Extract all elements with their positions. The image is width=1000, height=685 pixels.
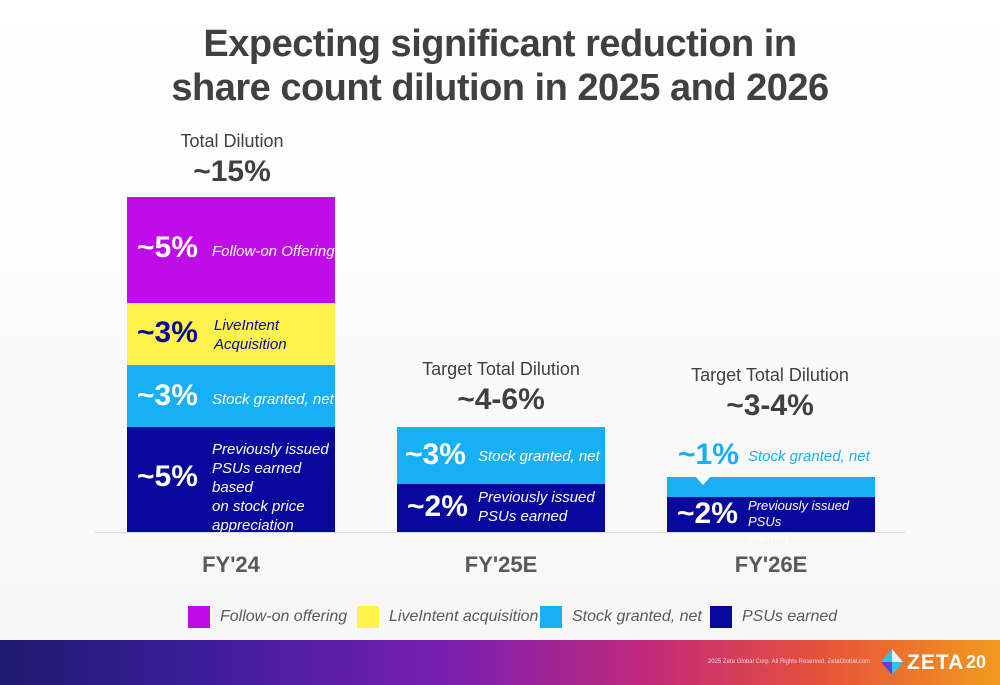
total-value: ~3-4% [726, 389, 814, 422]
total-dilution-fy26: Target Total Dilution ~3-4% [650, 364, 890, 426]
segment-label: LiveIntent Acquisition [214, 316, 287, 354]
category-label-fy24: FY'24 [202, 552, 260, 577]
segment-value: ~5% [137, 460, 198, 493]
copyright-text: 2025 Zeta Global Corp. All Rights Reserv… [707, 659, 870, 665]
segment-value: ~2% [677, 497, 738, 530]
legend-label: LiveIntent acquisition [389, 608, 539, 625]
segment-value: ~3% [137, 379, 198, 412]
segment-label: Follow-on Offering [212, 243, 335, 260]
bar-fy25-psus: ~2% Previously issued PSUs earned [397, 484, 605, 532]
slide-title: Expecting significant reduction in share… [0, 22, 1000, 110]
segment-label-line: earned [748, 530, 789, 545]
bar-fy25-stock-granted: ~3% Stock granted, net [397, 427, 605, 484]
legend-label: PSUs earned [742, 608, 838, 625]
zeta-logo-text: ZETA [907, 651, 965, 674]
bar-fy26-stock-value: ~1% [678, 438, 739, 471]
segment-value: ~3% [137, 316, 198, 349]
legend-swatch [188, 606, 210, 628]
segment-value: ~3% [405, 438, 466, 471]
legend-item-stock-granted: Stock granted, net [540, 603, 702, 631]
legend-label: Follow-on offering [220, 608, 348, 625]
segment-value: ~2% [407, 490, 468, 523]
bar-fy24-psus: ~5% Previously issued PSUs earned based … [127, 427, 335, 535]
category-label-fy26: FY'26E [734, 552, 808, 577]
segment-label-line: Acquisition [214, 336, 287, 353]
bar-fy24-stock-granted: ~3% Stock granted, net [127, 365, 335, 427]
legend-swatch [357, 606, 379, 628]
legend-swatch [540, 606, 562, 628]
segment-label-line: appreciation [212, 517, 294, 534]
legend-item-follow-on: Follow-on offering [188, 603, 347, 631]
segment-label: Stock granted, net [478, 448, 600, 465]
segment-label: Previously issued PSUs earned [478, 488, 595, 526]
segment-value: ~5% [137, 231, 198, 264]
segment-label-line: on stock price [212, 498, 305, 515]
x-axis-line [95, 532, 905, 533]
segment-label-line: Previously issued [478, 489, 595, 506]
callout-pointer [695, 476, 711, 485]
segment-label: Previously issued PSUs earned based on s… [212, 440, 335, 535]
segment-label: Previously issued PSUs earned [748, 498, 875, 546]
title-line-1: Expecting significant reduction in [203, 23, 797, 65]
total-dilution-fy24: Total Dilution ~15% [112, 130, 352, 192]
total-dilution-fy25: Target Total Dilution ~4-6% [381, 358, 621, 420]
footer-gradient-bar: 2025 Zeta Global Corp. All Rights Reserv… [0, 640, 1000, 685]
legend-swatch [710, 606, 732, 628]
title-line-2: share count dilution in 2025 and 2026 [171, 67, 829, 109]
bar-fy24-liveintent: ~3% LiveIntent Acquisition [127, 303, 335, 365]
total-label: Target Total Dilution [691, 365, 849, 385]
chart-legend: Follow-on offering LiveIntent acquisitio… [0, 603, 1000, 633]
bar-fy26-stock-label: Stock granted, net [748, 448, 870, 465]
segment-label: Stock granted, net [212, 391, 334, 408]
segment-label-line: Previously issued PSUs [748, 498, 850, 529]
segment-label-line: PSUs earned based [212, 460, 302, 496]
zeta-logo-icon [881, 649, 903, 675]
bar-fy26-psus: ~2% Previously issued PSUs earned [667, 497, 875, 545]
total-value: ~4-6% [457, 383, 545, 416]
legend-item-psus: PSUs earned [710, 603, 837, 631]
total-label: Target Total Dilution [422, 359, 580, 379]
legend-item-liveintent: LiveIntent acquisition [357, 603, 538, 631]
page-number: 20 [966, 652, 987, 672]
legend-label: Stock granted, net [572, 608, 702, 625]
bar-fy26-stock-granted [667, 476, 875, 497]
segment-label-line: LiveIntent [214, 317, 280, 334]
segment-label-line: Previously issued [212, 441, 329, 458]
total-value: ~15% [193, 155, 271, 188]
bar-fy24-follow-on: ~5% Follow-on Offering [127, 197, 335, 303]
category-label-fy25: FY'25E [464, 552, 538, 577]
segment-label-line: PSUs earned [478, 508, 568, 525]
total-label: Total Dilution [180, 131, 284, 151]
